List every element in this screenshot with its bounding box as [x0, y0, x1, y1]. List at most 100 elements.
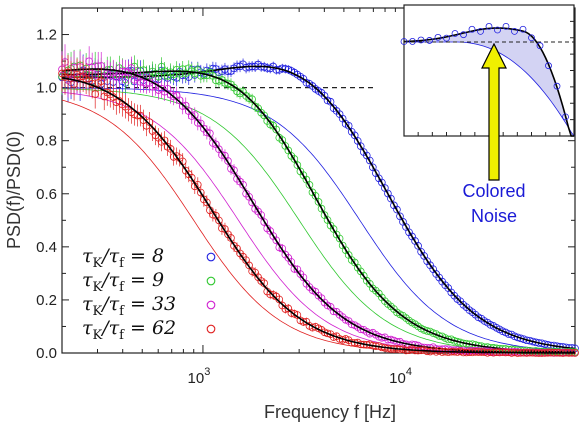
- series-point: [275, 295, 284, 304]
- inset-point: [451, 30, 459, 37]
- series-point: [245, 261, 253, 270]
- series-point: [414, 242, 422, 250]
- series-point: [136, 78, 145, 86]
- colored-noise-annotation-line1: Colored: [462, 181, 525, 201]
- series-point: [245, 94, 253, 102]
- series-point: [160, 136, 169, 145]
- series-point: [64, 68, 72, 77]
- legend-label: τK/τf = 33: [82, 293, 176, 319]
- colored-noise-arrow: [481, 42, 507, 181]
- y-tick-label: 0.6: [36, 186, 57, 203]
- series-point: [311, 192, 320, 200]
- series-point: [197, 188, 205, 197]
- series-point: [215, 145, 223, 154]
- series-point: [154, 72, 163, 81]
- series-point: [420, 326, 428, 334]
- inset-point: [485, 23, 493, 30]
- series-point: [278, 244, 287, 253]
- inset-point: [434, 33, 442, 41]
- series-point: [145, 118, 154, 126]
- series-fit-curve: [61, 77, 575, 354]
- inset-point: [502, 22, 510, 30]
- inset-point: [562, 113, 569, 121]
- series-point: [166, 145, 175, 153]
- legend-marker: [206, 300, 216, 310]
- series-point: [326, 97, 335, 106]
- y-tick-label: 0.4: [36, 239, 57, 256]
- series: [58, 55, 579, 357]
- inset-plot: [400, 4, 575, 181]
- series-point: [91, 71, 99, 79]
- series-point: [293, 161, 302, 169]
- series-point: [278, 136, 287, 144]
- series-point: [314, 198, 323, 206]
- series-fit-curve: [62, 70, 576, 353]
- inset-point: [443, 34, 450, 42]
- y-axis-label: PSD(f)/PSD(0): [4, 131, 24, 249]
- inset-point: [400, 38, 408, 45]
- series-point: [203, 198, 211, 207]
- series-point: [365, 156, 374, 165]
- series-point: [299, 318, 308, 326]
- series-point: [344, 121, 353, 130]
- series-reference-curve: [62, 87, 576, 352]
- series-point: [187, 112, 196, 120]
- inset-point: [477, 27, 484, 35]
- y-tick-label: 1.2: [36, 27, 57, 44]
- series-point: [239, 180, 247, 189]
- series-point: [272, 236, 281, 245]
- inset-point: [528, 34, 535, 42]
- plot-area: 0.0 0.2 0.4 0.6 0.8 1.0 1.2 103 104: [36, 7, 579, 387]
- legend-marker: [206, 324, 216, 334]
- colored-noise-annotation-line2: Noise: [471, 206, 517, 226]
- inset-point: [553, 82, 561, 90]
- series-point: [356, 142, 365, 150]
- x-tick-label: 103: [188, 366, 211, 387]
- inset-point: [417, 36, 425, 44]
- series-point: [178, 102, 187, 110]
- inset-point: [426, 37, 433, 44]
- series-point: [85, 57, 93, 66]
- series-point: [272, 66, 281, 74]
- legend-marker: [206, 276, 216, 286]
- series-point: [148, 82, 157, 91]
- series-point: [224, 157, 232, 165]
- series-point: [257, 211, 265, 219]
- inset-point: [468, 25, 476, 33]
- legend-label: τK/τf = 8: [82, 245, 164, 271]
- series-point: [215, 216, 223, 225]
- series-point: [387, 194, 395, 203]
- series-point: [525, 336, 534, 345]
- y-tick-label: 0.8: [36, 133, 57, 150]
- series-point: [290, 265, 299, 273]
- series-point: [187, 173, 196, 182]
- series-point: [335, 234, 344, 243]
- series-point: [169, 92, 178, 101]
- series-fit-curve: [62, 65, 576, 350]
- colored-noise-fill: [404, 28, 574, 136]
- inset-point: [494, 26, 501, 34]
- inset-point: [511, 27, 518, 35]
- series-point: [248, 198, 256, 207]
- inset-point: [460, 31, 467, 39]
- y-tick-label: 1.0: [36, 80, 57, 97]
- series-point: [287, 258, 296, 266]
- series-point: [97, 77, 106, 85]
- series-point: [218, 151, 226, 159]
- y-tick-label: 0.2: [36, 292, 57, 309]
- series-point: [91, 90, 99, 98]
- series-point: [260, 218, 268, 226]
- series-point: [224, 79, 232, 88]
- series-point: [272, 125, 281, 134]
- series-point: [369, 163, 377, 172]
- x-tick-label: 104: [389, 366, 412, 387]
- series-point: [230, 166, 238, 175]
- inset-point: [536, 42, 544, 50]
- series-point: [127, 64, 136, 72]
- inset-point: [545, 62, 552, 70]
- series-point: [305, 181, 314, 189]
- legend-marker: [206, 252, 216, 262]
- legend-label: τK/τf = 9: [82, 269, 164, 295]
- inset-point: [409, 38, 416, 45]
